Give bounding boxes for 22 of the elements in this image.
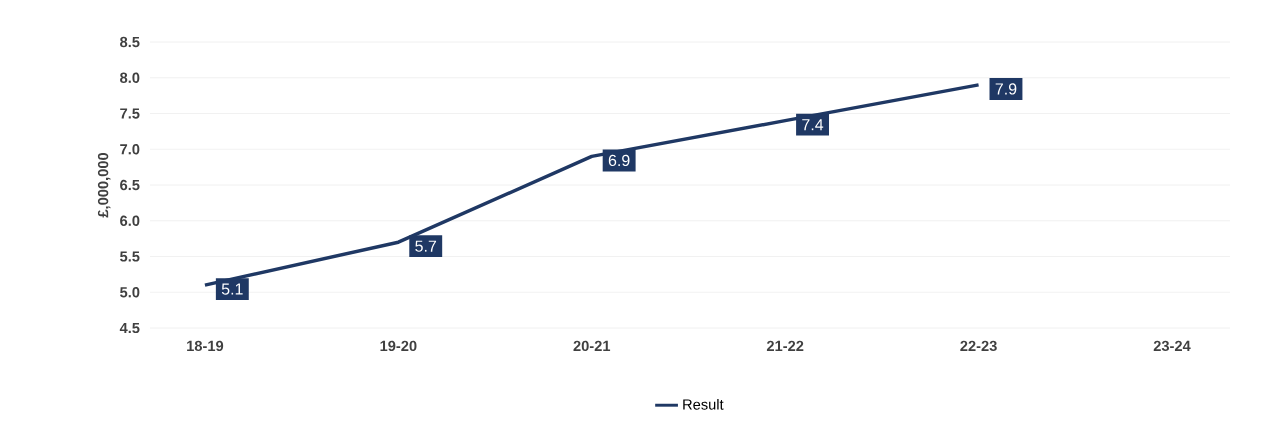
- legend-label: Result: [683, 398, 724, 410]
- y-tick-label: 5.0: [120, 287, 140, 298]
- y-tick-label: 5.5: [120, 251, 140, 262]
- x-tick-label: 23-24: [1153, 340, 1191, 352]
- y-tick-label: 7.0: [120, 144, 140, 155]
- y-tick-label: 8.0: [120, 72, 140, 83]
- y-axis-title: £,000,000: [97, 153, 111, 218]
- data-label: 7.9: [995, 83, 1017, 95]
- data-label: 6.9: [608, 154, 630, 167]
- x-tick-label: 18-19: [187, 340, 224, 352]
- y-tick-label: 8.5: [120, 36, 140, 48]
- data-label: 5.1: [221, 283, 243, 295]
- x-tick-label: 19-20: [380, 340, 417, 352]
- y-tick-label: 4.5: [119, 322, 140, 334]
- data-label: 5.7: [415, 240, 437, 252]
- x-tick-label: 22-23: [960, 340, 997, 352]
- x-tick-label: 21-22: [766, 340, 804, 351]
- y-tick-label: 7.5: [120, 108, 140, 119]
- x-tick-label: 20-21: [573, 340, 611, 352]
- y-tick-label: 6.5: [120, 179, 140, 191]
- data-label: 7.4: [802, 119, 824, 131]
- y-tick-label: 6.0: [120, 215, 140, 226]
